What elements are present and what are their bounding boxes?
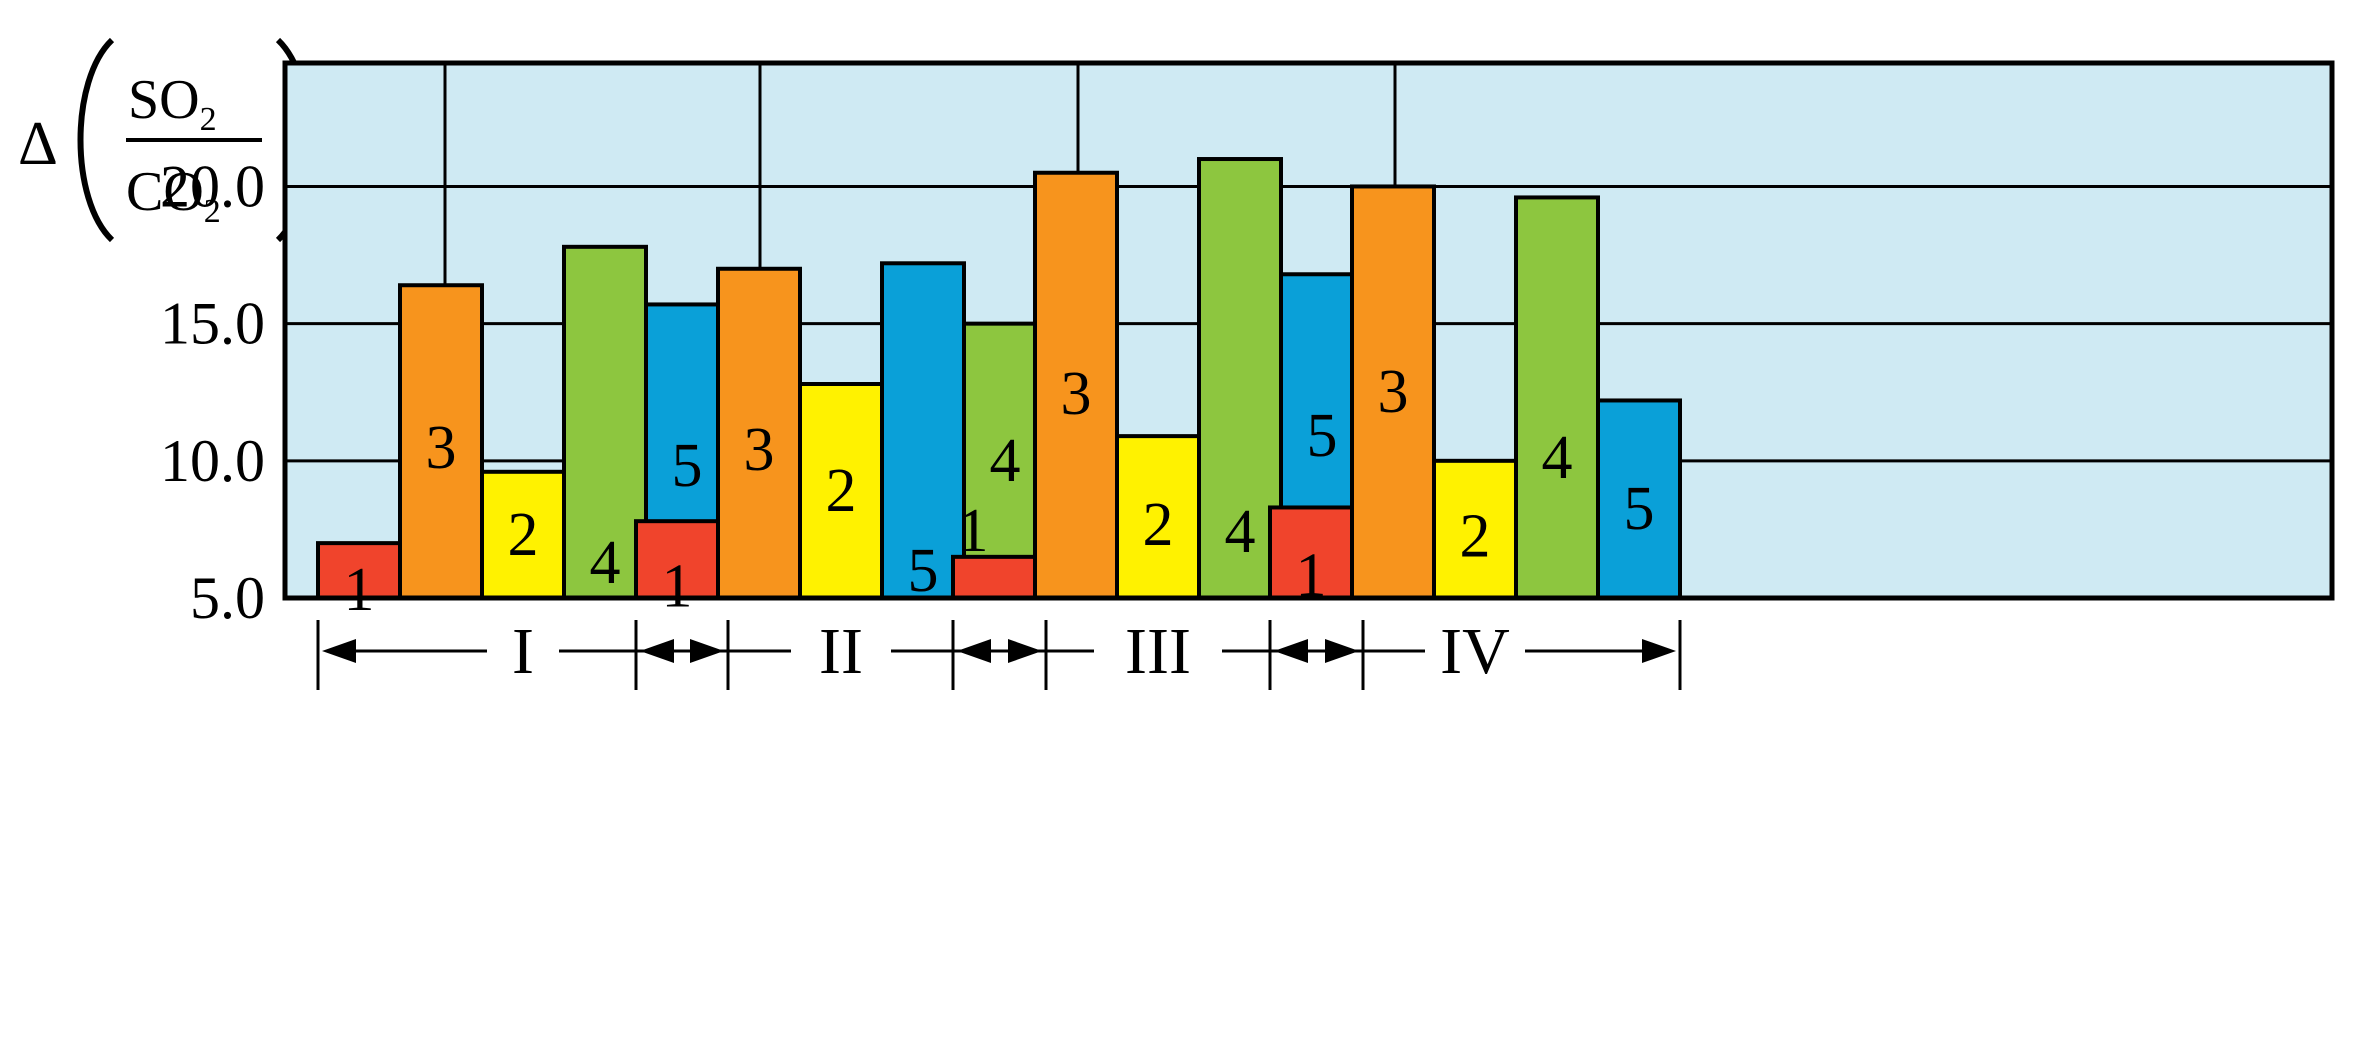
bar-group-II-series-2 — [798, 382, 884, 600]
bar-group-IV-series-4 — [1514, 195, 1600, 601]
group-label-III: III — [1125, 615, 1191, 688]
bar-label-group-III-series-2: 2 — [1143, 491, 1174, 559]
bar-label-group-III-series-4: 4 — [1225, 498, 1256, 566]
group-arrowhead-left-I — [322, 639, 356, 663]
group-label-IV: IV — [1440, 615, 1510, 688]
bar-label-group-III-series-1: 1 — [958, 497, 989, 565]
bar-label-group-IV-series-5: 5 — [1624, 475, 1655, 543]
group-arrowhead-left-IV — [1274, 639, 1308, 663]
bar-label-group-I-series-3: 3 — [426, 414, 457, 482]
group-label-II: II — [819, 615, 863, 688]
y-tick-label-2: 10.0 — [160, 428, 265, 494]
group-arrowhead-left-II — [640, 639, 674, 663]
bar-label-group-IV-series-3: 3 — [1378, 358, 1409, 426]
bar-group-I-series-2 — [480, 469, 566, 600]
bar-group-II-series-4 — [962, 321, 1048, 600]
y-axis-label-numerator: SO2 — [128, 69, 217, 138]
bar-group-II-series-5 — [880, 261, 966, 600]
bar-label-group-III-series-3: 3 — [1061, 360, 1092, 428]
bar-label-group-II-series-3: 3 — [744, 416, 775, 484]
y-tick-label-4: 20.0 — [160, 153, 265, 219]
group-arrowhead-right-IV — [1642, 639, 1676, 663]
bar-label-group-II-series-1: 1 — [662, 552, 693, 620]
group-label-I: I — [512, 615, 534, 688]
bar-label-group-I-series-4: 4 — [590, 529, 621, 597]
y-axis-label-prefix: Δ — [18, 110, 58, 178]
bar-label-group-IV-series-2: 2 — [1460, 502, 1491, 570]
bar-label-group-I-series-5: 5 — [672, 432, 703, 500]
bar-label-group-II-series-4: 4 — [990, 427, 1021, 495]
bar-label-group-I-series-2: 2 — [508, 501, 539, 569]
bar-group-II-series-3 — [716, 266, 802, 600]
bar-label-group-II-series-5: 5 — [908, 537, 939, 605]
y-tick-label-3: 15.0 — [160, 291, 265, 357]
bar-group-III-series-1 — [951, 554, 1037, 600]
bar-group-III-series-3 — [1033, 170, 1119, 600]
left-paren — [77, 37, 115, 243]
bar-group-IV-series-5 — [1596, 398, 1682, 601]
bar-group-IV-series-3 — [1350, 184, 1436, 600]
plot-frame — [282, 60, 2335, 601]
y-axis-label-denominator: CO2 — [126, 161, 221, 230]
y-tick-label-1: 5.0 — [190, 565, 265, 631]
bar-group-III-series-2 — [1115, 434, 1201, 600]
bar-label-group-I-series-1: 1 — [344, 556, 375, 624]
bar-group-I-series-3 — [398, 283, 484, 600]
bar-label-group-II-series-2: 2 — [826, 457, 857, 525]
group-arrowhead-left-III — [957, 639, 991, 663]
bar-label-group-III-series-5: 5 — [1307, 402, 1338, 470]
bar-label-group-IV-series-4: 4 — [1542, 424, 1573, 492]
